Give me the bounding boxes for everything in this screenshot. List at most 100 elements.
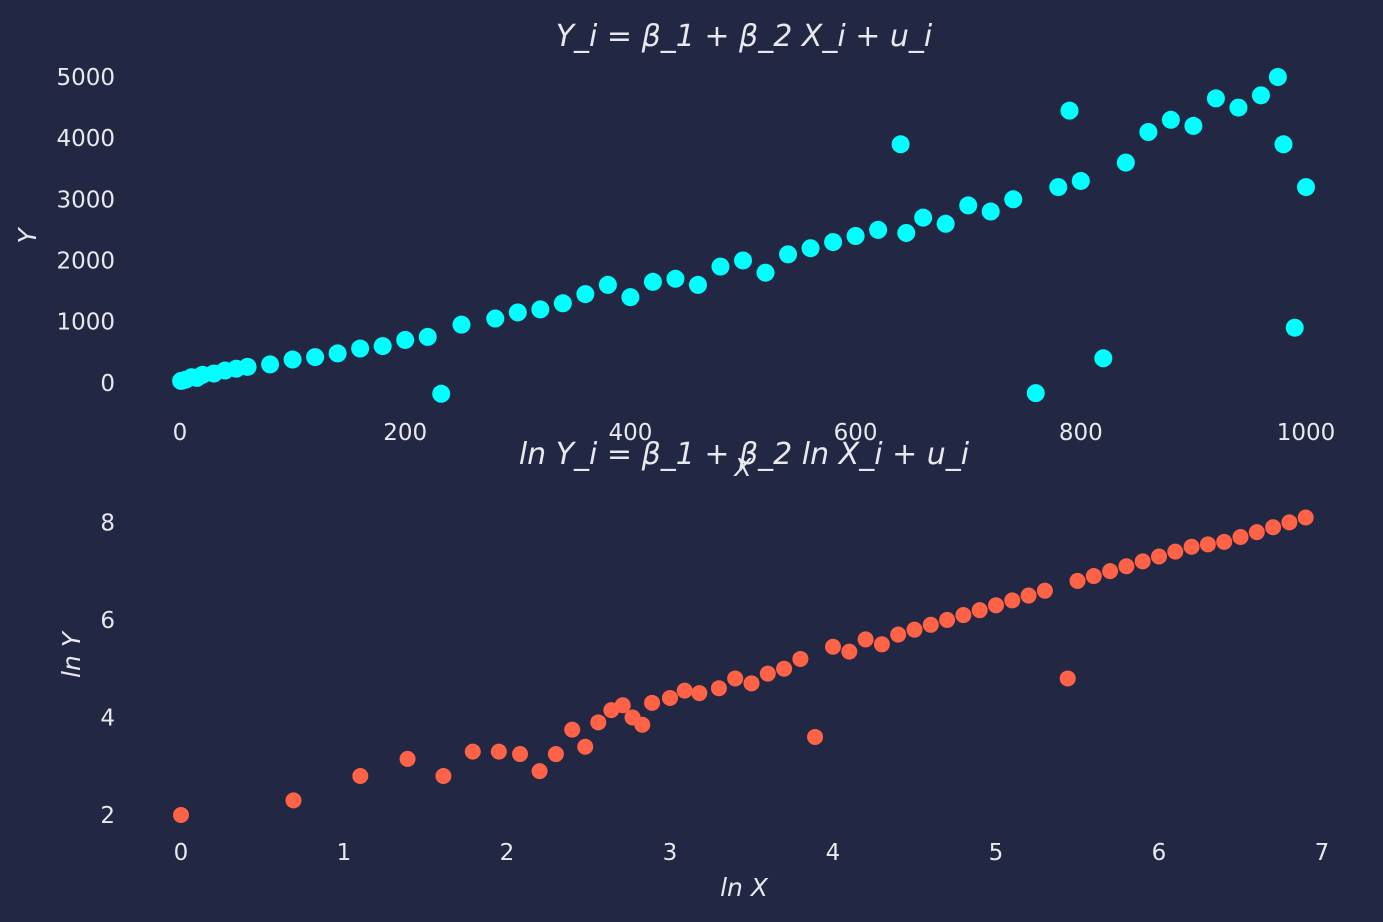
scatter-point <box>691 685 708 702</box>
scatter-point <box>435 767 452 784</box>
scatter-point <box>776 660 793 677</box>
scatter-point <box>643 272 662 291</box>
scatter-point <box>734 251 752 270</box>
scatter-point <box>1274 135 1293 154</box>
scatter-point <box>1297 509 1314 526</box>
top-x-ticks: 0 200 400 600 800 1000 <box>173 420 1336 446</box>
scatter-point <box>634 716 651 733</box>
scatter-point <box>1161 110 1180 129</box>
scatter-point <box>1085 568 1102 585</box>
scatter-point <box>452 315 471 334</box>
bottom-x-ticks: 0 1 2 3 4 5 6 7 <box>174 840 1330 866</box>
scatter-point <box>857 631 874 648</box>
x-tick-label: 600 <box>834 420 878 446</box>
scatter-point <box>743 675 760 692</box>
scatter-point <box>621 288 640 307</box>
scatter-point <box>824 233 843 252</box>
x-tick-label: 7 <box>1315 840 1330 866</box>
scatter-point <box>531 300 550 319</box>
bottom-scatter-points <box>173 509 1314 823</box>
x-tick-label: 400 <box>608 420 652 446</box>
scatter-point <box>261 355 280 374</box>
scatter-point <box>644 694 661 711</box>
x-tick-label: 0 <box>173 420 188 446</box>
scatter-point <box>869 220 888 239</box>
scatter-point <box>825 638 841 655</box>
scatter-point <box>890 626 907 643</box>
scatter-point <box>598 275 617 294</box>
y-tick-label: 2 <box>100 803 115 829</box>
scatter-point <box>1183 538 1200 555</box>
top-y-axis-label: Y <box>13 227 42 244</box>
x-tick-label: 6 <box>1152 840 1167 866</box>
scatter-point <box>906 621 923 638</box>
scatter-point <box>1069 572 1086 589</box>
top-x-axis-label: X <box>732 453 752 482</box>
scatter-point <box>512 746 529 763</box>
scatter-point <box>399 750 416 767</box>
scatter-point <box>1004 190 1023 209</box>
scatter-point <box>807 728 824 745</box>
scatter-point <box>1265 519 1282 536</box>
scatter-point <box>1268 68 1287 86</box>
scatter-point <box>727 670 744 687</box>
scatter-point <box>1206 89 1225 108</box>
scatter-point <box>710 680 727 697</box>
x-tick-label: 5 <box>989 840 1004 866</box>
scatter-point <box>688 275 707 294</box>
x-tick-label: 3 <box>663 840 678 866</box>
scatter-point <box>576 285 595 304</box>
scatter-point <box>939 611 956 628</box>
scatter-point <box>988 597 1004 614</box>
y-tick-label: 4 <box>100 705 115 731</box>
scatter-point <box>846 227 865 245</box>
scatter-point <box>306 348 325 367</box>
scatter-point <box>1151 548 1167 565</box>
y-tick-label: 6 <box>100 608 115 634</box>
bottom-y-axis-label: ln Y <box>57 630 86 678</box>
scatter-point <box>351 339 370 358</box>
scatter-point <box>577 738 594 755</box>
top-chart-title: Y_i = β_1 + β_2 X_i + u_i <box>556 19 933 54</box>
scatter-point <box>373 337 392 356</box>
bottom-x-axis-label: ln X <box>720 873 769 902</box>
scatter-point <box>841 643 858 660</box>
y-tick-label: 5000 <box>56 65 115 91</box>
x-tick-label: 200 <box>383 420 427 446</box>
scatter-point <box>1281 514 1298 531</box>
bottom-y-ticks: 2 4 6 8 <box>100 510 115 829</box>
scatter-point <box>1102 563 1119 580</box>
scatter-point <box>1285 318 1304 337</box>
scatter-point <box>614 697 631 714</box>
scatter-point <box>285 792 302 809</box>
scatter-point <box>1049 178 1068 197</box>
scatter-point <box>553 294 572 313</box>
scatter-point <box>914 208 933 227</box>
scatter-point <box>1229 98 1248 117</box>
scatter-point <box>1026 384 1045 403</box>
x-tick-label: 1000 <box>1277 420 1336 446</box>
x-tick-label: 1 <box>337 840 352 866</box>
scatter-point <box>955 607 972 624</box>
scatter-point <box>486 309 505 328</box>
scatter-point <box>1297 178 1315 197</box>
scatter-point <box>936 214 955 233</box>
scatter-point <box>531 763 548 780</box>
scatter-point <box>283 350 302 369</box>
scatter-point <box>801 239 820 258</box>
y-tick-label: 2000 <box>56 248 115 274</box>
scatter-point <box>779 245 798 264</box>
scatter-point <box>1060 101 1079 120</box>
top-y-ticks: 0 1000 2000 3000 4000 5000 <box>56 65 115 397</box>
scatter-point <box>173 807 189 823</box>
scatter-point <box>464 743 481 760</box>
scatter-point <box>922 616 939 633</box>
scatter-point <box>759 665 776 682</box>
scatter-point <box>1071 171 1090 190</box>
scatter-point <box>1094 349 1113 368</box>
scatter-point <box>676 682 693 699</box>
scatter-point <box>1020 587 1037 604</box>
scatter-point <box>959 196 978 215</box>
x-tick-label: 2 <box>500 840 515 866</box>
